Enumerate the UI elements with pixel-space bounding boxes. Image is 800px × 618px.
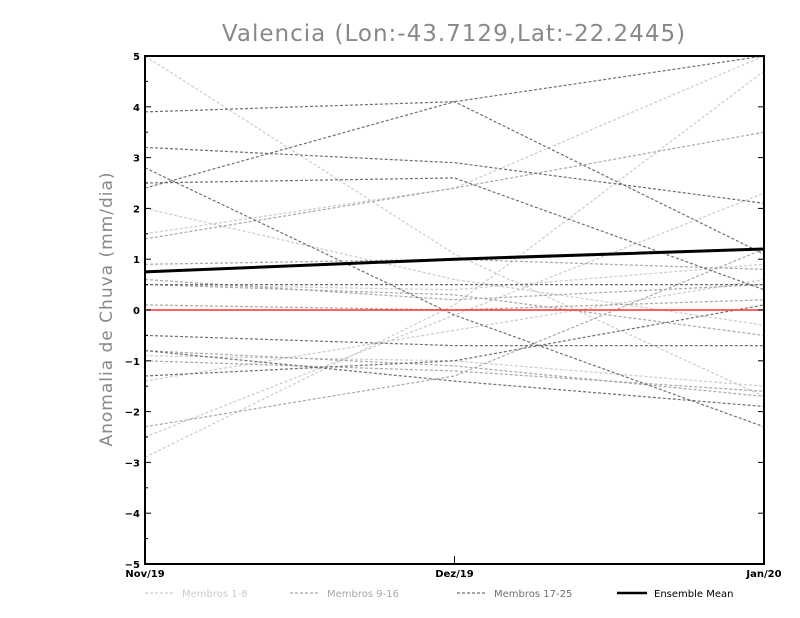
y-axis-label: Anomalia de Chuva (mm/dia) [97,171,117,446]
member-line-g2-7 [144,350,765,397]
ensemble-mean-group [144,247,765,274]
member-line-g2-5 [144,258,765,270]
member-line-g3-6 [144,334,764,347]
member-line-g3-1 [144,55,765,113]
y-tick-label: −4 [125,509,140,520]
ensemble-mean-line [144,247,765,274]
y-tick-label: −3 [125,458,140,469]
y-tick-label: 3 [133,154,140,165]
x-tick-label: Jan/20 [745,569,781,580]
member-line-g1-1 [144,55,765,397]
member-line-g1-3 [144,278,765,382]
member-line-g1-7 [144,355,765,387]
member-line-g2-2 [144,299,765,311]
member-line-g2-4 [144,248,765,428]
member-line-g2-8 [144,278,765,301]
legend: Membros 1-8 Membros 9-16 Membros 17-25 Ense… [145,589,733,600]
member-line-g2-1 [144,131,765,240]
y-tick-label: 1 [133,255,140,266]
legend-label: Membros 17-25 [494,589,572,600]
legend-label: Membros 9-16 [327,589,399,600]
member-lines [144,55,765,458]
member-line-g3-5 [144,177,765,291]
member-line-g2-6 [144,284,765,336]
y-tick-label: −2 [125,408,140,419]
y-tick-label: 0 [133,306,140,317]
y-tick-label: 4 [133,103,140,114]
member-line-g1-5 [144,70,765,458]
member-line-g3-2 [144,101,765,255]
y-axis: −5 −4 −3 −2 −1 0 1 2 3 4 5 [125,52,764,571]
y-tick-label: 2 [133,204,140,215]
y-tick-label: −1 [125,357,140,368]
member-line-g3-3 [144,167,765,428]
y-tick-label: 5 [133,52,140,63]
member-line-g1-6 [144,263,765,291]
member-line-g2-3 [144,360,765,392]
x-axis: Nov/19 Dez/19 Jan/20 [125,556,782,580]
member-line-g1-8 [144,55,765,235]
member-line-g3-8 [144,350,765,408]
member-line-g3-4 [144,146,765,204]
x-tick-label: Dez/19 [435,569,474,580]
legend-label: Membros 1-8 [182,589,248,600]
x-tick-label: Nov/19 [125,569,164,580]
chart-title: Valencia (Lon:-43.7129,Lat:-22.2445) [222,21,686,47]
legend-label: Ensemble Mean [654,589,733,600]
y-tick-label: −5 [125,560,140,571]
